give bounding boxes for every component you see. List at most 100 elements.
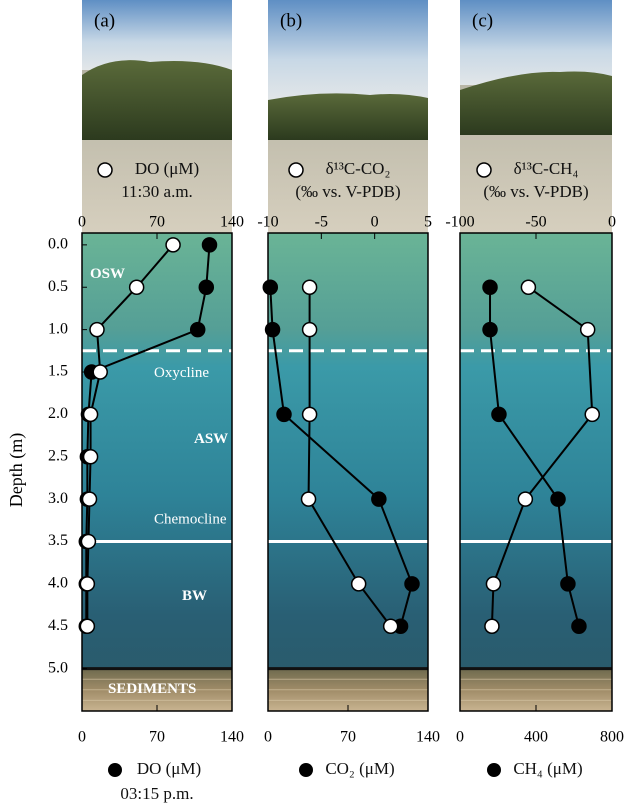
profile-point [82,448,99,465]
bottom-axis-label: 03:15 p.m. [120,784,193,803]
profile-point [89,321,105,338]
zone-label: ASW [194,431,228,447]
profile-point [264,321,281,338]
y-axis-label: Depth (m) [6,433,27,507]
bottom-axis-label: CH₄ (μM) [513,759,582,778]
profile-point [482,279,498,295]
profile-point [520,279,537,295]
top-tick-label: 140 [220,214,244,231]
zone-label: SEDIMENTS [108,681,196,697]
y-tick-label: 0.5 [48,278,68,295]
legend-marker [288,162,304,178]
profile-point [350,576,367,592]
bottom-tick-label: 0 [264,729,272,746]
zone-label: Chemocline [154,512,227,528]
top-tick-label: 5 [424,214,432,231]
profile-line [86,244,174,627]
y-tick-label: 2.0 [48,405,68,422]
profile-point [92,364,108,380]
profile-line [85,244,211,627]
y-tick-label: 1.0 [48,320,68,337]
profile-point [80,533,97,550]
profile-point [584,406,600,423]
top-tick-label: -50 [525,214,546,231]
profile-point [517,491,534,507]
profile-point [571,618,587,634]
profile-point [550,491,566,507]
y-tick-label: 3.0 [48,490,68,507]
y-tick-label: 2.5 [48,447,68,464]
photo-sky [82,0,232,70]
profile-point [301,321,318,338]
profile-point [262,279,279,295]
bottom-tick-label: 800 [600,729,624,746]
legend-marker [97,162,113,178]
photo-trees [460,71,612,135]
profile-point [579,321,596,338]
photos [82,0,612,233]
profile-point [79,618,96,634]
zone-label: BW [182,588,207,604]
profile-point [276,406,292,423]
profile-point [382,618,399,634]
panel-label: (b) [280,10,302,31]
top-tick-label: -100 [445,214,474,231]
profile-point [165,237,181,253]
y-tick-label: 4.5 [48,617,68,634]
zone-label: OSW [90,266,125,282]
y-tick-label: 3.5 [48,532,68,549]
panel-label: (a) [94,10,115,31]
bottom-tick-label: 140 [220,729,244,746]
bottom-tick-label: 0 [78,729,86,746]
plot-background [82,233,232,711]
top-axis-label: δ¹³C-CH₄ [514,159,579,178]
top-tick-label: 0 [608,214,616,231]
bottom-tick-label: 70 [149,729,165,746]
profile-point [82,406,99,423]
photo-sky [268,0,428,100]
top-axis-label: (‰ vs. V-PDB) [483,182,588,201]
profile-point [301,279,318,295]
legend-marker [299,763,313,777]
y-tick-label: 1.5 [48,363,68,380]
bottom-tick-label: 0 [456,729,464,746]
profile-point [189,321,206,338]
top-axis-label: (‰ vs. V-PDB) [295,182,400,201]
profile-point [301,406,318,423]
profile-point [560,576,576,592]
legend-marker [108,763,122,777]
profile-point [484,618,500,634]
profile-point [485,576,502,592]
profile-point [128,279,145,295]
profile-point [482,321,498,338]
top-tick-label: 70 [149,214,165,231]
top-tick-label: 0 [371,214,379,231]
y-tick-label: 4.0 [48,575,68,592]
bottom-tick-label: 70 [340,729,356,746]
profile-point [404,576,420,592]
bottom-axis-label: CO₂ (μM) [325,759,394,778]
top-axis-label: DO (μM) [135,159,199,178]
panel-label: (c) [472,10,493,31]
photo-trees [82,60,232,141]
profile-point [79,576,96,592]
top-axis-label: δ¹³C-CO₂ [326,159,391,178]
profile-point [491,406,507,423]
zone-label: Oxycline [154,365,209,381]
profile-point [300,491,317,507]
legend-marker [476,162,492,178]
bottom-tick-label: 400 [524,729,548,746]
photo-sky [460,0,612,85]
profile-point [198,279,215,295]
plot-background [460,233,612,711]
profile-point [201,237,218,253]
y-tick-label: 5.0 [48,659,68,676]
bottom-tick-label: 140 [416,729,440,746]
legend-marker [487,763,501,777]
profile-point [81,491,98,507]
y-tick-label: 0.0 [48,236,68,253]
bottom-axis-label: DO (μM) [137,759,201,778]
top-axis-label: 11:30 a.m. [121,182,193,201]
photo-trees [268,93,428,140]
